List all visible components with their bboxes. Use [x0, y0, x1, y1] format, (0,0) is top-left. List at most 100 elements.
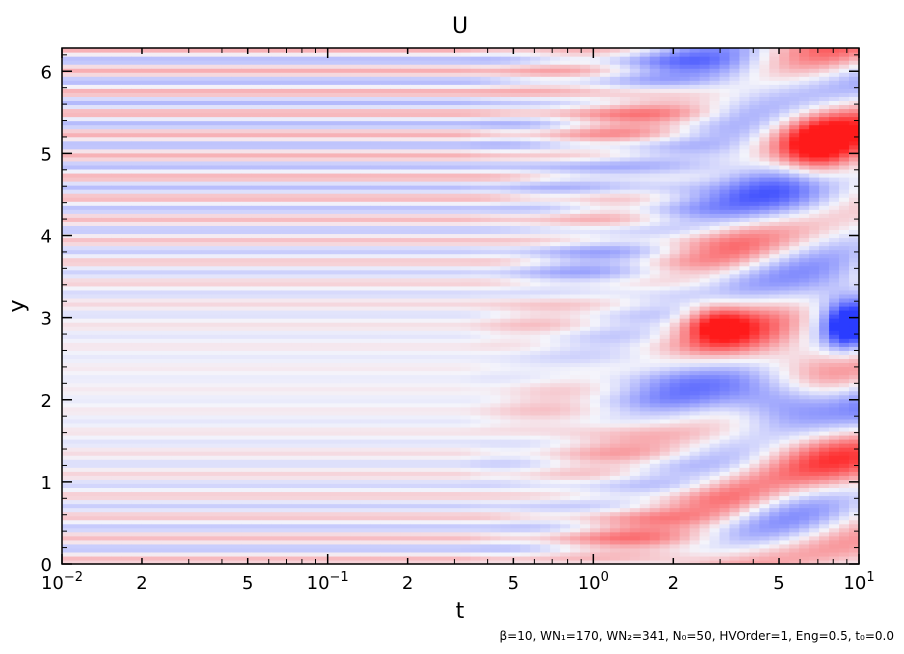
heatmap-cell: [91, 354, 103, 360]
heatmap-cell: [181, 293, 193, 299]
heatmap-cell: [71, 318, 83, 323]
heatmap-cell: [201, 326, 213, 331]
heatmap-cell: [71, 535, 83, 541]
heatmap-cell: [380, 152, 392, 158]
heatmap-cell: [321, 128, 332, 134]
heatmap-cell: [251, 233, 262, 239]
heatmap-cell: [301, 152, 312, 158]
heatmap-cell: [261, 551, 272, 557]
heatmap-cell: [380, 277, 392, 283]
heatmap-cell: [380, 52, 392, 57]
heatmap-cell: [390, 281, 402, 287]
heatmap-cell: [81, 104, 93, 110]
heatmap-cell: [171, 354, 183, 360]
heatmap-cell: [171, 499, 183, 505]
heatmap-cell: [340, 120, 352, 126]
heatmap-cell: [420, 265, 432, 271]
heatmap-cell: [121, 209, 133, 214]
heatmap-cell: [350, 193, 362, 198]
heatmap-cell: [241, 326, 252, 331]
heatmap-cell: [201, 390, 213, 396]
heatmap-cell: [81, 241, 93, 247]
heatmap-cell: [151, 120, 163, 126]
heatmap-cell: [440, 350, 452, 355]
heatmap-cell: [141, 443, 153, 448]
heatmap-cell: [161, 297, 173, 303]
heatmap-cell: [62, 273, 73, 279]
heatmap-cell: [261, 233, 272, 239]
heatmap-cell: [131, 531, 143, 537]
heatmap-cell: [400, 491, 412, 497]
heatmap-cell: [440, 269, 452, 275]
heatmap-cell: [321, 318, 332, 323]
heatmap-cell: [171, 285, 183, 291]
heatmap-cell: [161, 326, 173, 331]
heatmap-cell: [340, 48, 352, 53]
heatmap-cell: [151, 237, 163, 243]
heatmap-cell: [71, 418, 83, 424]
heatmap-cell: [121, 370, 133, 376]
heatmap-cell: [301, 547, 312, 553]
heatmap-cell: [211, 104, 222, 110]
heatmap-cell: [301, 265, 312, 271]
heatmap-cell: [131, 80, 143, 85]
heatmap-cell: [141, 451, 153, 456]
heatmap-cell: [360, 370, 372, 376]
heatmap-cell: [231, 168, 242, 174]
heatmap-cell: [161, 555, 173, 561]
heatmap-cell: [131, 217, 143, 222]
heatmap-cell: [231, 257, 242, 263]
heatmap-cell: [311, 185, 322, 190]
heatmap-cell: [141, 531, 153, 537]
heatmap-cell: [380, 410, 392, 416]
heatmap-cell: [261, 547, 272, 553]
heatmap-cell: [161, 314, 173, 319]
heatmap-cell: [81, 414, 93, 420]
heatmap-cell: [131, 306, 143, 311]
heatmap-cell: [420, 503, 432, 509]
heatmap-cell: [370, 394, 382, 400]
heatmap-cell: [430, 483, 442, 489]
heatmap-cell: [131, 209, 143, 214]
heatmap-cell: [370, 366, 382, 372]
heatmap-cell: [321, 539, 332, 545]
heatmap-cell: [171, 124, 183, 130]
heatmap-cell: [390, 354, 402, 360]
heatmap-cell: [291, 64, 302, 69]
heatmap-cell: [400, 72, 412, 77]
heatmap-cell: [301, 148, 312, 154]
heatmap-cell: [141, 523, 153, 529]
heatmap-cell: [420, 301, 432, 307]
heatmap-cell: [101, 507, 113, 513]
heatmap-cell: [410, 217, 422, 222]
heatmap-cell: [340, 217, 352, 222]
heatmap-cell: [340, 527, 352, 533]
heatmap-cell: [221, 439, 232, 444]
heatmap-cell: [231, 205, 242, 210]
heatmap-cell: [161, 430, 173, 436]
heatmap-cell: [281, 555, 292, 561]
heatmap-cell: [251, 96, 262, 102]
heatmap-cell: [181, 378, 193, 384]
heatmap-cell: [171, 253, 183, 259]
heatmap-cell: [251, 197, 262, 202]
heatmap-cell: [231, 467, 242, 472]
heatmap-cell: [171, 382, 183, 388]
heatmap-cell: [231, 487, 242, 493]
heatmap-cell: [191, 382, 203, 388]
heatmap-cell: [340, 148, 352, 154]
heatmap-cell: [62, 378, 73, 384]
heatmap-cell: [141, 297, 153, 303]
heatmap-cell: [330, 124, 342, 130]
heatmap-cell: [330, 152, 342, 158]
heatmap-cell: [281, 241, 292, 247]
heatmap-cell: [201, 217, 213, 222]
heatmap-cell: [211, 233, 222, 239]
heatmap-cell: [251, 152, 262, 158]
heatmap-cell: [380, 519, 392, 525]
heatmap-cell: [430, 310, 442, 315]
heatmap-cell: [311, 112, 322, 118]
heatmap-cell: [340, 559, 352, 565]
heatmap-cell: [241, 491, 252, 497]
heatmap-cell: [231, 459, 242, 464]
